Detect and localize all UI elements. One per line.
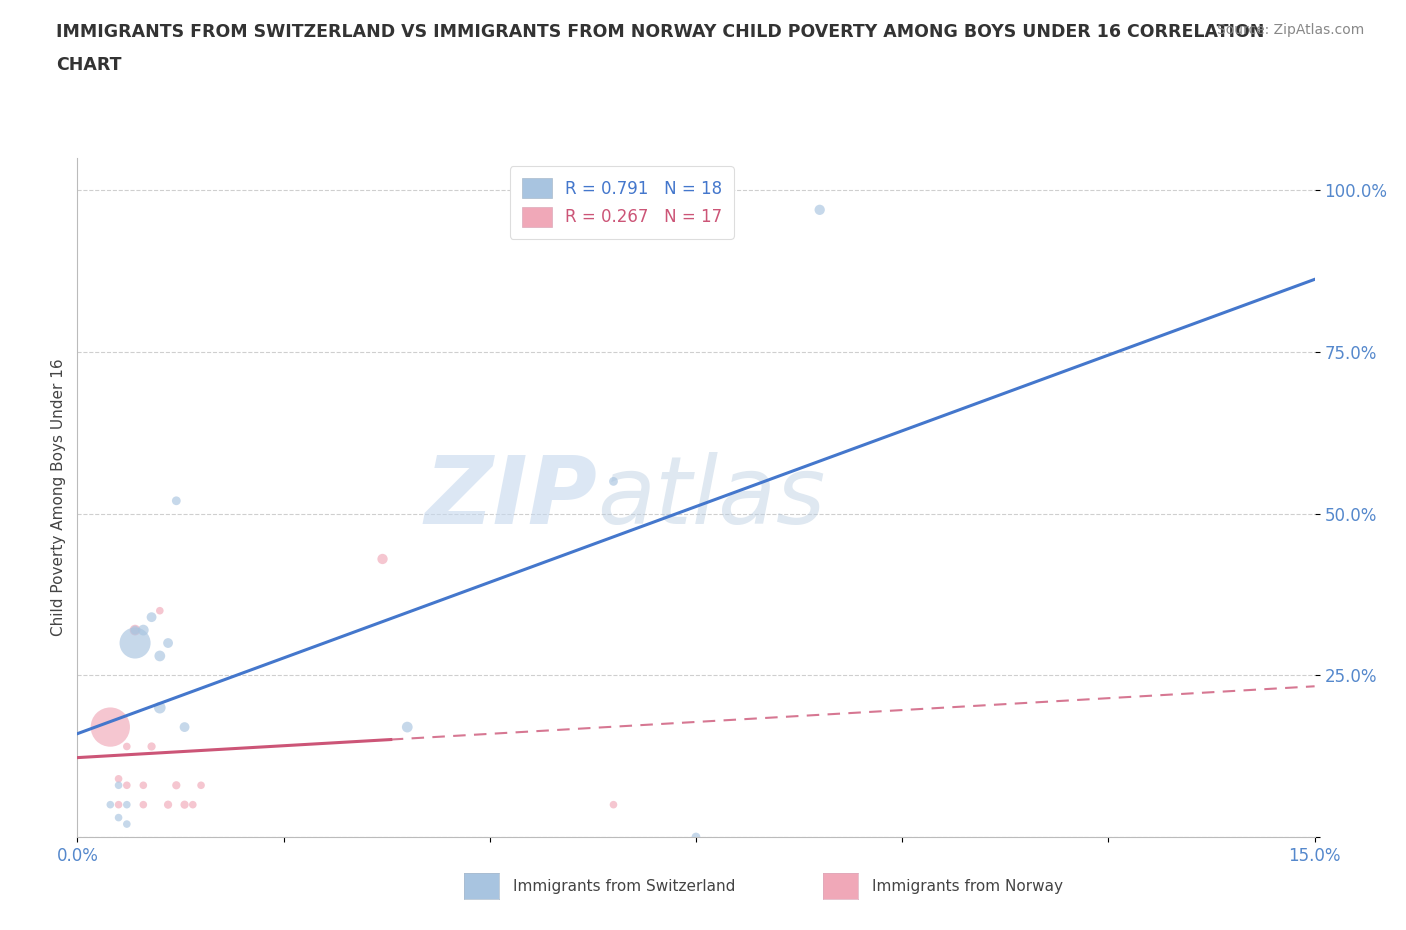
Point	[132, 623, 155, 638]
Point	[181, 797, 204, 812]
Point	[602, 797, 624, 812]
Point	[98, 797, 121, 812]
Point	[107, 810, 129, 825]
Point	[157, 797, 180, 812]
Point	[107, 797, 129, 812]
Point	[132, 797, 155, 812]
Point	[685, 830, 707, 844]
Y-axis label: Child Poverty Among Boys Under 16: Child Poverty Among Boys Under 16	[51, 359, 66, 636]
Point	[141, 739, 163, 754]
Point	[124, 623, 146, 638]
Legend: R = 0.791   N = 18, R = 0.267   N = 17: R = 0.791 N = 18, R = 0.267 N = 17	[510, 166, 734, 239]
Point	[602, 474, 624, 489]
Point	[173, 797, 195, 812]
Text: Immigrants from Norway: Immigrants from Norway	[872, 879, 1063, 894]
Point	[149, 700, 172, 715]
Point	[190, 777, 212, 792]
Text: Immigrants from Switzerland: Immigrants from Switzerland	[513, 879, 735, 894]
Point	[371, 551, 394, 566]
Point	[115, 817, 138, 831]
Point	[149, 604, 172, 618]
Point	[157, 635, 180, 650]
Point	[124, 635, 146, 650]
Point	[107, 771, 129, 786]
Text: atlas: atlas	[598, 452, 825, 543]
Point	[165, 777, 187, 792]
Point	[115, 739, 138, 754]
Point	[132, 777, 155, 792]
Point	[808, 203, 831, 218]
Point	[124, 623, 146, 638]
Text: ZIP: ZIP	[425, 452, 598, 543]
Point	[396, 720, 419, 735]
Text: CHART: CHART	[56, 56, 122, 73]
Point	[165, 493, 187, 508]
Point	[149, 648, 172, 663]
Point	[107, 777, 129, 792]
Point	[98, 720, 121, 735]
Point	[141, 610, 163, 625]
Text: IMMIGRANTS FROM SWITZERLAND VS IMMIGRANTS FROM NORWAY CHILD POVERTY AMONG BOYS U: IMMIGRANTS FROM SWITZERLAND VS IMMIGRANT…	[56, 23, 1264, 41]
Point	[115, 797, 138, 812]
Text: Source: ZipAtlas.com: Source: ZipAtlas.com	[1216, 23, 1364, 37]
Point	[173, 720, 195, 735]
Point	[115, 777, 138, 792]
